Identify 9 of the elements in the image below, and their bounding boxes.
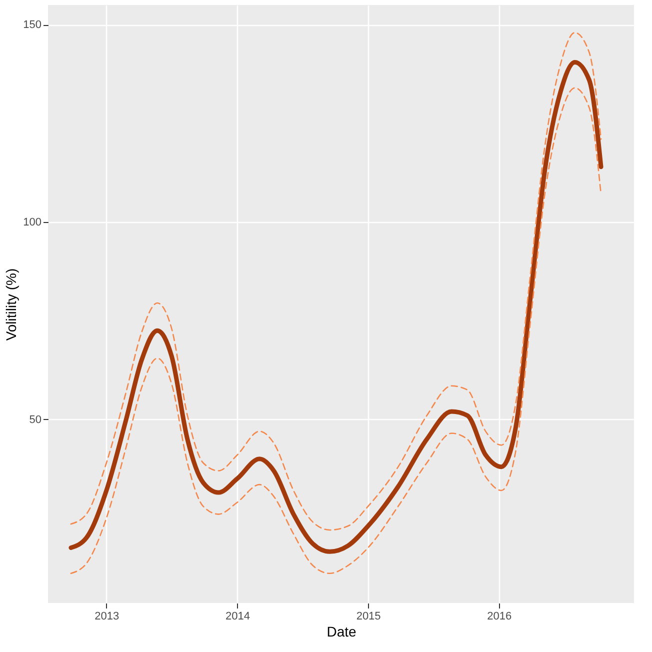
x-tick-label: 2013	[94, 610, 120, 622]
x-axis-title: Date	[326, 624, 356, 640]
x-tick-label: 2014	[226, 610, 250, 622]
y-tick-label: 50	[29, 414, 42, 426]
x-tick-label: 2015	[356, 610, 381, 622]
y-axis-title: Volitility (%)	[3, 268, 20, 341]
y-tick-label: 100	[23, 216, 42, 229]
y-tick-label: 150	[23, 19, 42, 32]
x-tick-label: 2016	[487, 610, 512, 622]
